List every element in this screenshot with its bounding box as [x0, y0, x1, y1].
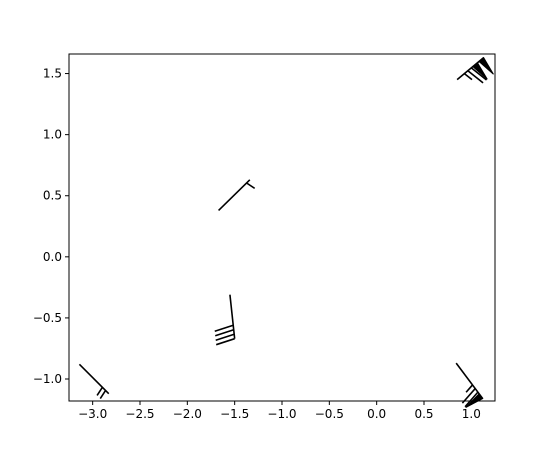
- barb-flag: [472, 62, 488, 80]
- x-axis: −3.0 −2.5 −2.0 −1.5 −1.0 −0.5 0.0 0.5 1.0: [78, 401, 481, 421]
- x-tick-label: −3.0: [78, 407, 107, 421]
- barb-shaft: [218, 179, 251, 211]
- barb-full: [467, 70, 484, 84]
- y-tick-label: 1.0: [43, 128, 62, 142]
- x-tick-label: 1.0: [462, 407, 481, 421]
- wind-barb: [218, 179, 256, 211]
- barb-half: [96, 386, 104, 396]
- x-tick-label: −1.5: [220, 407, 249, 421]
- y-tick-label: −1.0: [33, 372, 62, 386]
- x-tick-label: 0.0: [367, 407, 386, 421]
- barb-full: [214, 324, 234, 333]
- y-tick-label: 0.0: [43, 250, 62, 264]
- y-tick-label: 0.5: [43, 189, 62, 203]
- barb-half: [246, 182, 256, 190]
- barb-half: [465, 384, 474, 393]
- barb-shaft: [78, 363, 110, 395]
- barb-full: [215, 337, 235, 346]
- barb-shaft: [229, 294, 236, 339]
- wind-barb: [78, 363, 110, 400]
- barb-full: [214, 328, 234, 337]
- y-axis: 1.5 1.0 0.5 0.0 −0.5 −1.0: [33, 67, 69, 386]
- barb-flag: [478, 56, 494, 75]
- y-tick-label: −0.5: [33, 311, 62, 325]
- x-tick-label: −2.0: [173, 407, 202, 421]
- x-tick-label: −2.5: [125, 407, 154, 421]
- wind-barb: [456, 56, 494, 84]
- x-tick-label: −0.5: [315, 407, 344, 421]
- barb-half: [463, 73, 473, 81]
- plot-frame: [68, 53, 496, 402]
- barb-full: [464, 391, 479, 408]
- barb-full: [215, 333, 235, 341]
- barb-half: [99, 390, 107, 400]
- y-tick-label: 1.5: [43, 67, 62, 81]
- plot-area: [69, 54, 495, 401]
- barb-full: [470, 67, 488, 81]
- x-tick-label: 0.5: [414, 407, 433, 421]
- x-tick-label: −1.0: [267, 407, 296, 421]
- wind-barb: [214, 294, 236, 346]
